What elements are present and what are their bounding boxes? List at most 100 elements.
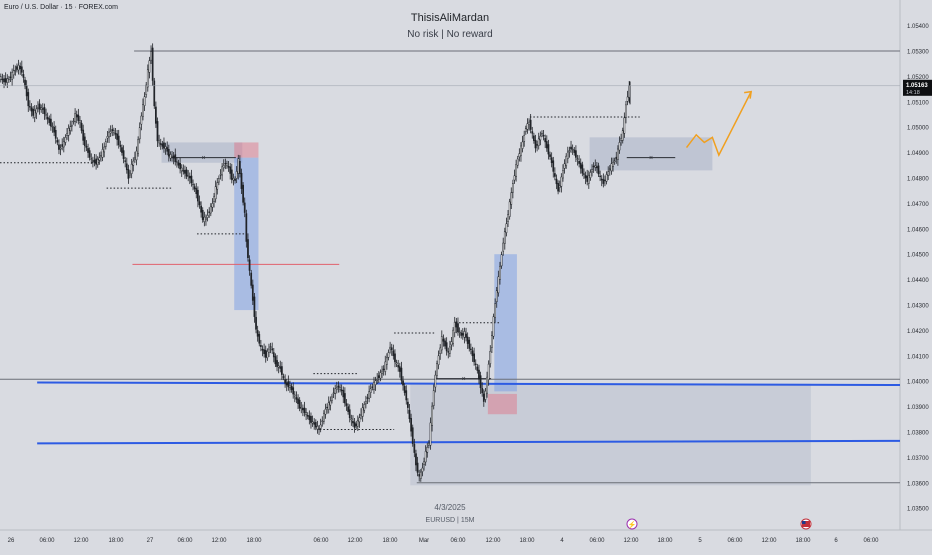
candle-body	[219, 174, 222, 176]
candle-body	[264, 349, 267, 358]
candle-body	[192, 183, 194, 186]
candle-body	[127, 169, 130, 179]
candle-body	[282, 376, 285, 378]
x-tick-label: 18:00	[382, 538, 398, 544]
candle-body	[327, 402, 330, 410]
candle-body	[356, 420, 359, 427]
x-tick-label: 18:00	[108, 538, 124, 544]
candle-body	[33, 110, 36, 118]
candle-body	[292, 387, 295, 395]
candle-body	[587, 174, 590, 184]
candle-body	[85, 145, 88, 148]
candle-body	[473, 353, 475, 363]
y-tick-label: 1.04900	[907, 151, 929, 157]
candle-body	[377, 375, 380, 378]
candle-body	[421, 467, 424, 472]
x-tick-label: 18:00	[795, 538, 811, 544]
candle-body	[510, 192, 513, 205]
candle-body	[43, 107, 46, 115]
candle-body	[104, 141, 107, 147]
candle-body	[211, 203, 214, 208]
candle-body	[479, 375, 482, 389]
candle-body	[361, 407, 364, 417]
candle-body	[581, 164, 584, 174]
candle-body	[471, 350, 474, 357]
candle-body	[565, 155, 568, 167]
candle-body	[176, 161, 178, 163]
candle-body	[305, 412, 307, 415]
candle-body	[484, 390, 487, 400]
candle-body	[348, 409, 351, 419]
candle-body	[184, 169, 186, 174]
candle-body	[552, 160, 555, 172]
y-tick-label: 1.04600	[907, 227, 929, 233]
candle-body	[109, 131, 112, 134]
candle-body	[449, 346, 451, 354]
candle-body	[390, 347, 393, 350]
candle-body	[261, 348, 264, 351]
candle-body	[158, 140, 160, 144]
candle-body	[167, 149, 170, 157]
candle-body	[424, 451, 427, 463]
x-tick-label: 06:00	[177, 538, 193, 544]
candle-body	[439, 347, 442, 355]
candle-body	[381, 370, 383, 374]
candle-body	[251, 284, 254, 301]
candle-body	[318, 428, 320, 430]
candle-body	[621, 130, 624, 141]
candle-body	[311, 421, 314, 424]
candle-body	[201, 210, 204, 220]
candle-body	[200, 205, 202, 213]
candle-body	[560, 176, 563, 187]
event-lightning-icon	[626, 518, 638, 530]
candle-body	[550, 157, 553, 164]
candle-body	[12, 70, 15, 76]
candle-body	[298, 399, 301, 409]
candle-body	[6, 78, 9, 83]
candle-body	[234, 179, 236, 181]
candle-body	[67, 127, 70, 136]
y-tick-label: 1.03900	[907, 405, 929, 411]
candle-body	[121, 147, 123, 153]
candle-body	[321, 420, 324, 422]
candle-body	[190, 175, 193, 184]
candle-body	[8, 78, 10, 81]
candle-body	[369, 388, 372, 393]
candle-body	[562, 170, 564, 179]
price-tag-countdown: 14:18	[906, 90, 920, 96]
candle-body	[285, 382, 288, 386]
candle-body	[584, 175, 587, 179]
candle-body	[395, 362, 398, 365]
candle-body	[541, 133, 543, 135]
candle-body	[537, 138, 540, 146]
candle-body	[620, 138, 622, 141]
candle-body	[337, 385, 340, 388]
candle-body	[392, 350, 395, 357]
candle-body	[19, 65, 22, 70]
zone-demand-red	[487, 393, 517, 415]
candle-body	[447, 351, 450, 353]
candle-body	[306, 414, 309, 417]
candle-body	[303, 407, 306, 413]
candle-body	[450, 341, 453, 346]
candle-body	[114, 133, 117, 135]
candle-body	[256, 330, 259, 337]
x-tick-label: 5	[698, 538, 702, 544]
x-tick-label: 12:00	[761, 538, 777, 544]
candle-body	[172, 155, 175, 159]
candle-body	[583, 173, 585, 175]
candle-body	[492, 316, 495, 337]
candle-body	[50, 118, 52, 127]
y-tick-label: 1.04100	[907, 354, 929, 360]
candle-body	[221, 166, 223, 176]
us-flag-stripes	[802, 521, 810, 527]
x-tick-label: 4	[560, 538, 564, 544]
candle-body	[571, 148, 574, 151]
x-tick-label: 18:00	[519, 538, 535, 544]
candle-body	[247, 239, 249, 259]
symbol-label: Euro / U.S. Dollar · 15 · FOREX.com	[4, 4, 118, 11]
candle-body	[596, 166, 598, 169]
candle-body	[597, 165, 600, 175]
candle-body	[61, 144, 64, 147]
tagline: No risk | No reward	[407, 29, 493, 40]
